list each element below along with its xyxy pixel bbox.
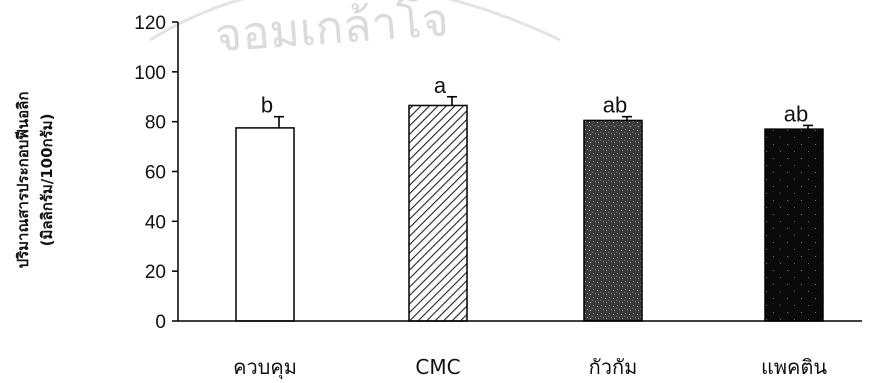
y-axis-title-line-1: ปริมาณสารประกอบฟีนอลิก [14,92,32,269]
y-tick-label: 80 [145,113,166,134]
bar-3 [583,119,643,322]
bars-layer [235,104,824,322]
bar-4 [764,128,824,322]
y-tick-label: 20 [145,262,166,283]
significance-label-1: b [261,93,273,118]
error-bars-layer [274,95,813,130]
significance-label-3: ab [603,93,627,118]
plot-area: 0 20 40 60 80 100 120 b a ab ab ควบคุม CMC กัวกัม แพ… [134,13,862,380]
watermark: จอมเกล้าโจ [149,0,561,62]
y-tick-label: 40 [145,212,166,233]
y-ticks-layer: 0 20 40 60 80 100 120 [134,13,178,333]
category-labels-layer: ควบคุม CMC กัวกัม แพคติน [233,355,827,380]
category-label-2: CMC [415,355,460,379]
category-label-3: กัวกัม [589,355,638,379]
bar-2 [408,104,468,322]
watermark-text: จอมเกล้าโจ [213,0,450,62]
category-label-1: ควบคุม [233,355,297,380]
y-tick-label: 120 [134,13,166,34]
significance-label-4: ab [784,101,808,126]
y-tick-label: 60 [145,163,166,184]
category-label-4: แพคติน [761,355,827,379]
y-tick-label: 100 [134,63,166,84]
significance-labels-layer: b a ab ab [261,73,808,127]
y-axis-title-line-2: (มิลลิกรัม/100กรัม) [38,114,56,247]
y-axis-title: ปริมาณสารประกอบฟีนอลิก (มิลลิกรัม/100กรั… [14,92,56,269]
significance-label-2: a [434,73,447,98]
bar-1 [235,127,295,322]
y-tick-label: 0 [155,312,166,333]
